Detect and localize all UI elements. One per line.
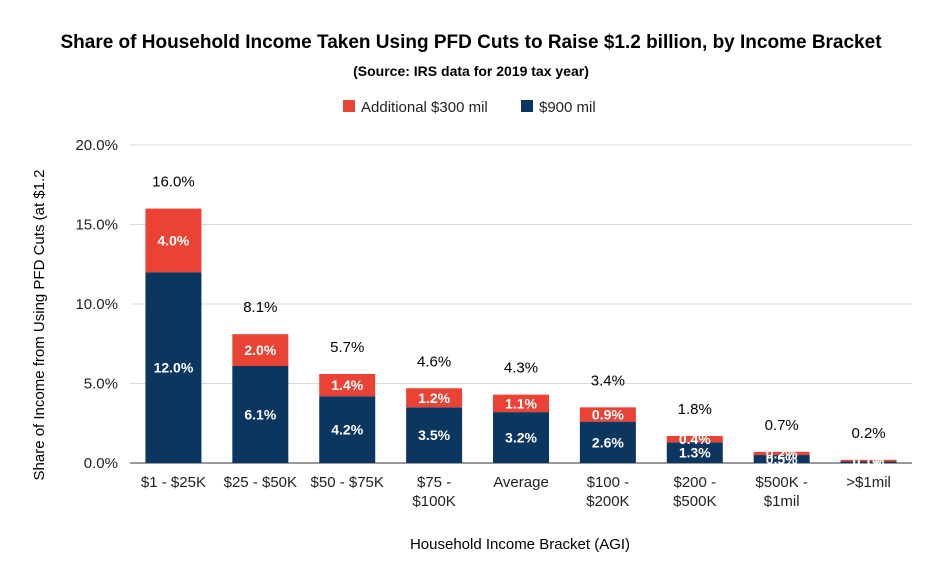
- bar-segment-label-900-mil: 6.1%: [244, 407, 276, 423]
- bar-segment-additional-300-mil: [232, 334, 289, 367]
- y-tick-label: 10.0%: [75, 296, 118, 313]
- bar-segment-label-additional-300-mil: 1.2%: [418, 390, 450, 406]
- bar-segment-label-900-mil: 2.6%: [592, 434, 624, 450]
- x-tick-label: $75 -: [417, 474, 451, 491]
- bar-segment-label-additional-300-mil: 1.4%: [331, 377, 363, 393]
- bar-segment-label-900-mil: 3.2%: [505, 430, 537, 446]
- x-tick-label: $25 - $50K: [224, 474, 297, 491]
- bars: 12.0% 4.0% 16.0% 6.1% 2.0% 8.1% 4.2% 1.4% 5.7% 3.…: [145, 174, 897, 470]
- y-tick-label: 0.0%: [84, 455, 118, 472]
- x-tick-label: >$1mil: [846, 474, 891, 491]
- bar-segment-900-mil: [232, 366, 289, 463]
- x-tick-label: Average: [493, 474, 549, 491]
- bar-segment-900-mil: [406, 407, 463, 463]
- bar-segment-900-mil: [666, 442, 723, 463]
- x-tick-label: $100 -: [587, 474, 630, 491]
- bar-segment-additional-300-mil: [840, 459, 897, 462]
- bar-segment-900-mil: [579, 421, 636, 463]
- bar-segment-label-additional-300-mil: 0.2%: [766, 445, 798, 461]
- bar-total-label: 16.0%: [152, 174, 195, 191]
- bar-segment-additional-300-mil: [753, 451, 810, 456]
- bar-total-label: 8.1%: [243, 299, 277, 316]
- y-axis-ticks: 0.0% 5.0% 10.0% 15.0% 20.0%: [75, 137, 118, 472]
- bar-total-label: 4.3%: [504, 360, 538, 377]
- bar-segment-label-additional-300-mil: 4.0%: [157, 232, 189, 248]
- x-tick-label: $200K: [586, 493, 629, 510]
- bar-segment-label-900-mil: 1.3%: [679, 445, 711, 461]
- x-tick-label: $200 -: [674, 474, 717, 491]
- bar-total-label: 0.7%: [765, 417, 799, 434]
- x-axis-ticks: $1 - $25K $25 - $50K $50 - $75K $75 - $100K A…: [141, 474, 891, 510]
- bar-group: 3.5% 1.2% 4.6%: [406, 353, 463, 463]
- bar-segment-label-additional-300-mil: 0.4%: [679, 431, 711, 447]
- legend-swatch-900-mil: [521, 100, 533, 112]
- bar-segment-additional-300-mil: [319, 373, 376, 397]
- bar-segment-900-mil: [753, 455, 810, 463]
- bar-total-label: 1.8%: [678, 401, 712, 418]
- chart-subtitle: (Source: IRS data for 2019 tax year): [353, 63, 589, 79]
- bar-segment-900-mil: [840, 461, 897, 463]
- bar-total-label: 3.4%: [591, 372, 625, 389]
- bar-segment-label-900-mil: 3.5%: [418, 427, 450, 443]
- bar-segment-label-additional-300-mil: 1.1%: [505, 395, 537, 411]
- bar-segment-label-900-mil: 4.2%: [331, 422, 363, 438]
- y-tick-label: 20.0%: [75, 137, 118, 154]
- bar-group: 3.2% 1.1% 4.3%: [493, 360, 549, 463]
- bar-segment-additional-300-mil: [406, 388, 463, 408]
- bar-total-label: 5.7%: [330, 339, 364, 356]
- bar-segment-additional-300-mil: [579, 407, 636, 422]
- bar-segment-900-mil: [493, 412, 549, 463]
- x-tick-label: $100K: [412, 493, 455, 510]
- legend-label-900-mil: $900 mil: [539, 99, 596, 116]
- y-tick-label: 5.0%: [84, 376, 118, 393]
- bar-group: 0.1%0.1%0.2%: [840, 425, 897, 470]
- bar-segment-label-900-mil: 0.1%: [853, 454, 885, 470]
- legend: Additional $300 mil $900 mil: [343, 99, 596, 116]
- bar-segment-label-additional-300-mil: 2.0%: [244, 342, 276, 358]
- x-tick-label: $500K: [673, 493, 716, 510]
- x-tick-label: $50 - $75K: [311, 474, 384, 491]
- x-axis-title: Household Income Bracket (AGI): [410, 536, 630, 553]
- legend-label-additional-300-mil: Additional $300 mil: [361, 99, 488, 116]
- bar-group: 6.1% 2.0% 8.1%: [232, 299, 289, 463]
- bar-total-label: 4.6%: [417, 353, 451, 370]
- bar-segment-additional-300-mil: [666, 435, 723, 443]
- bar-segment-label-900-mil: 12.0%: [154, 360, 194, 376]
- legend-swatch-additional-300-mil: [343, 100, 355, 112]
- bar-segment-900-mil: [319, 396, 376, 463]
- bar-group: 2.6% 0.9% 3.4%: [579, 372, 636, 463]
- bar-group: 1.3%0.4% 1.8%: [666, 401, 723, 463]
- bar-segment-900-mil: [145, 272, 202, 463]
- chart-title: Share of Household Income Taken Using PF…: [60, 32, 882, 53]
- x-tick-label: $1 - $25K: [141, 474, 206, 491]
- bar-total-label: 0.2%: [851, 425, 885, 442]
- x-tick-label: $500K -: [755, 474, 808, 491]
- bar-group: 0.5%0.2%0.7%: [753, 417, 810, 467]
- y-tick-label: 15.0%: [75, 217, 118, 234]
- bar-group: 4.2% 1.4% 5.7%: [319, 339, 376, 463]
- bar-segment-label-additional-300-mil: 0.9%: [592, 407, 624, 423]
- bar-segment-label-additional-300-mil: 0.1%: [853, 453, 885, 469]
- x-tick-label: $1mil: [764, 493, 800, 510]
- bar-segment-additional-300-mil: [493, 394, 549, 413]
- y-axis-title: Share of Income from Using PFD Cuts (at …: [31, 170, 48, 481]
- bar-segment-additional-300-mil: [145, 208, 202, 273]
- bar-group: 12.0% 4.0% 16.0%: [145, 174, 202, 463]
